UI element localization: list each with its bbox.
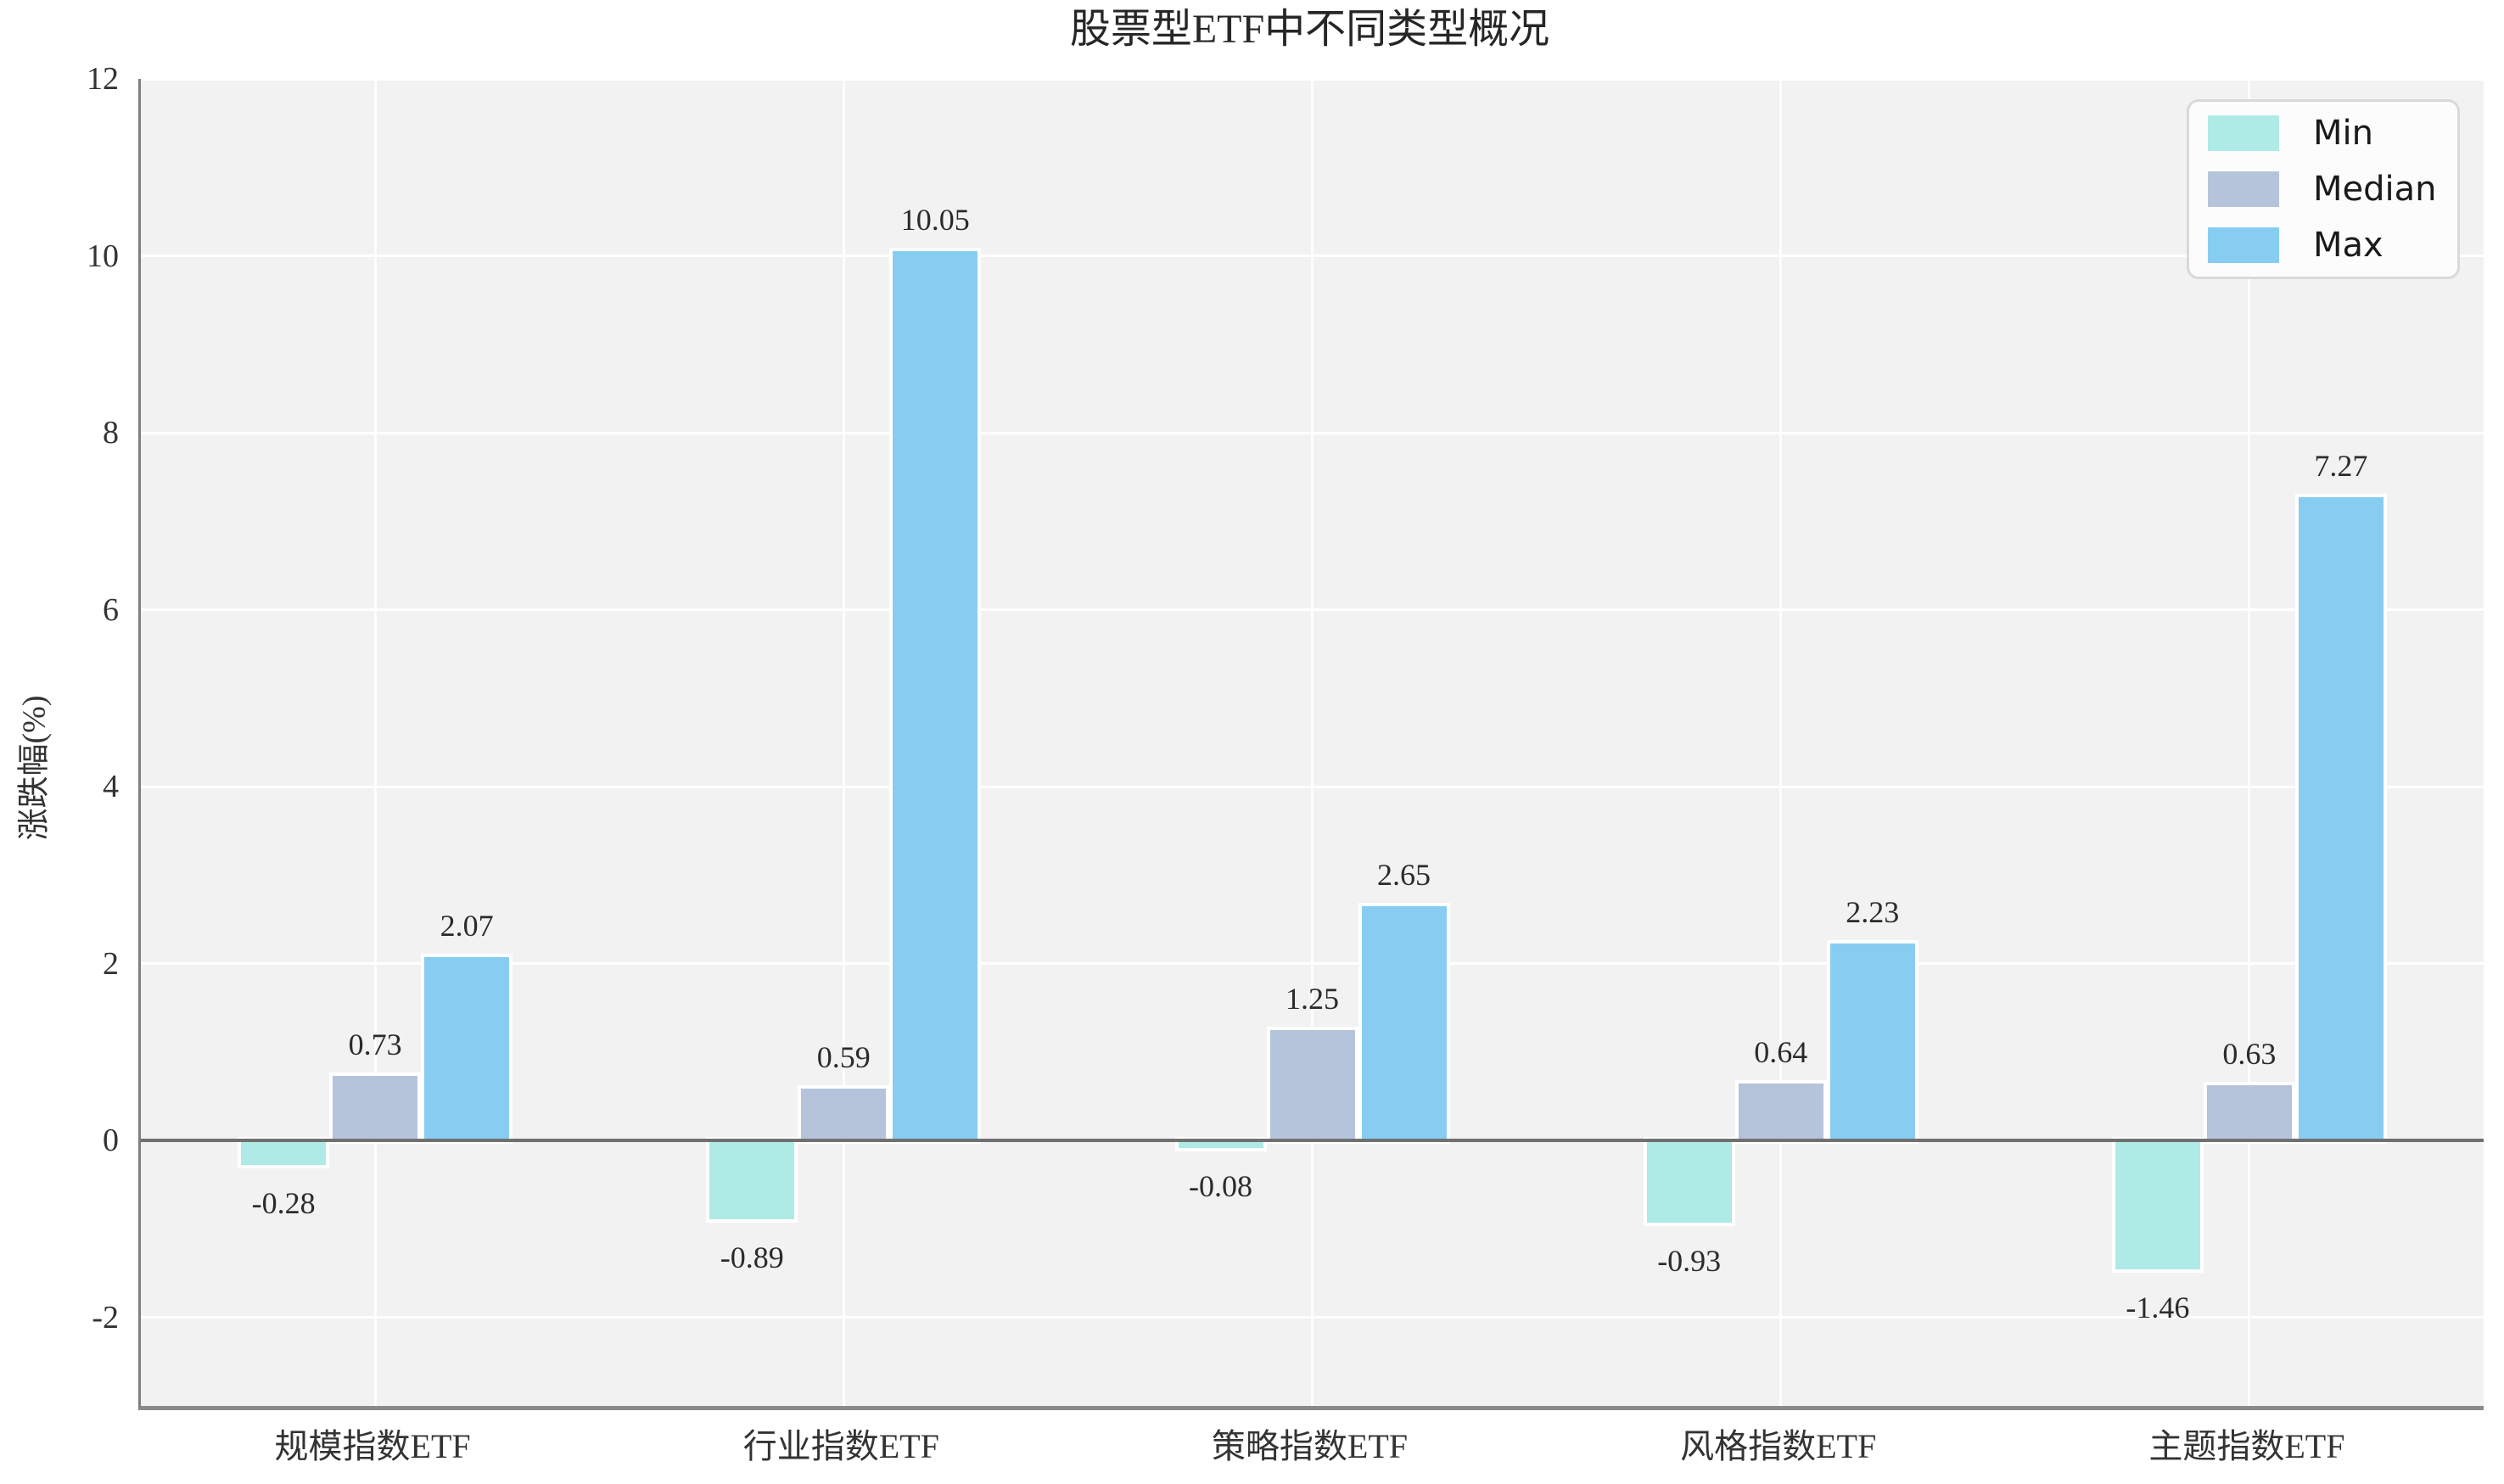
bar-min-0 — [241, 1140, 327, 1166]
bar-min-2 — [1178, 1140, 1263, 1148]
vertical-gridline — [842, 79, 845, 1406]
y-tick-label: 6 — [103, 591, 119, 628]
vertical-gridline — [373, 79, 377, 1406]
bar-value-label: -1.46 — [2126, 1291, 2190, 1325]
bar-value-label: 7.27 — [2314, 449, 2368, 484]
bar-max-0 — [424, 957, 510, 1141]
zero-axis-line — [141, 1139, 2484, 1143]
bar-value-label: 0.59 — [816, 1039, 871, 1074]
x-tick-label: 主题指数ETF — [2148, 1427, 2345, 1465]
bar-median-4 — [2206, 1084, 2292, 1141]
bar-max-3 — [1829, 943, 1915, 1141]
bar-value-label: 2.07 — [440, 909, 494, 944]
y-tick-label: -2 — [92, 1299, 119, 1336]
plot-area: -0.28 -0.89 -0.08 -0.93 -1.46 0.73 0.59 1.25 0.6… — [138, 77, 2484, 1410]
y-tick-label: 4 — [103, 769, 119, 805]
y-tick-label: 2 — [103, 945, 119, 982]
legend-row-max: Max — [2189, 217, 2457, 273]
bar-value-label: -0.08 — [1189, 1168, 1252, 1203]
x-tick-label: 规模指数ETF — [274, 1427, 471, 1465]
bar-median-2 — [1269, 1029, 1355, 1141]
x-tick-label: 策略指数ETF — [1211, 1427, 1409, 1465]
legend-row-min: Min — [2189, 105, 2457, 161]
y-tick-label: 8 — [103, 415, 119, 451]
vertical-gridline — [1779, 79, 1783, 1406]
bar-median-1 — [801, 1088, 887, 1141]
legend-label: Max — [2313, 226, 2384, 265]
bar-min-1 — [709, 1140, 795, 1219]
bar-max-1 — [893, 251, 978, 1141]
bar-value-label: -0.93 — [1657, 1244, 1722, 1279]
x-tick-label: 风格指数ETF — [1680, 1427, 1877, 1465]
bar-median-0 — [333, 1076, 418, 1141]
legend-swatch-median — [2208, 171, 2279, 207]
vertical-gridline — [1311, 79, 1314, 1406]
bar-value-label: 0.73 — [348, 1028, 402, 1062]
y-tick-label: 12 — [87, 61, 119, 97]
bar-value-label: -0.28 — [251, 1186, 316, 1221]
bar-max-4 — [2298, 497, 2384, 1141]
legend-swatch-max — [2208, 227, 2279, 263]
y-tick-label: 10 — [87, 238, 119, 274]
legend: Min Median Max — [2187, 99, 2460, 279]
bar-max-2 — [1361, 905, 1447, 1141]
chart-title: 股票型ETF中不同类型概况 — [1069, 7, 1550, 52]
bar-min-4 — [2115, 1140, 2200, 1270]
bar-value-label: -0.89 — [720, 1240, 784, 1274]
bar-value-label: 2.65 — [1377, 857, 1431, 892]
bar-value-label: 0.63 — [2222, 1036, 2277, 1071]
bar-value-label: 0.64 — [1754, 1035, 1808, 1070]
legend-label: Min — [2313, 114, 2373, 153]
vertical-gridline — [2248, 79, 2251, 1406]
bar-value-label: 2.23 — [1846, 894, 1900, 929]
legend-row-median: Median — [2189, 161, 2457, 217]
legend-label: Median — [2313, 170, 2437, 209]
bar-value-label: 10.05 — [900, 203, 970, 238]
bar-min-3 — [1646, 1140, 1732, 1224]
y-tick-label: 0 — [103, 1123, 119, 1159]
bar-value-label: 1.25 — [1286, 981, 1339, 1016]
legend-swatch-min — [2208, 115, 2279, 151]
x-tick-label: 行业指数ETF — [742, 1427, 939, 1465]
bar-median-3 — [1738, 1084, 1823, 1141]
